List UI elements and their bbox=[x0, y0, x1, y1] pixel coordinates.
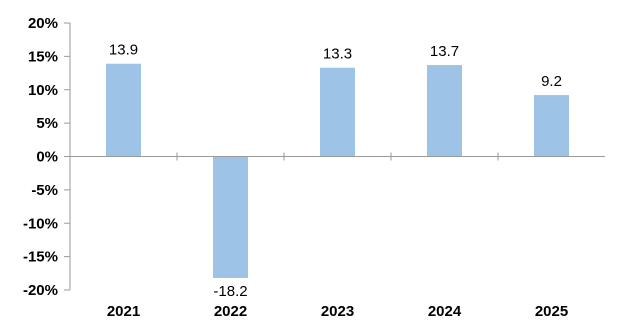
y-tick-label: -20% bbox=[23, 282, 58, 299]
y-tick-label: -10% bbox=[23, 215, 58, 232]
y-tick-label: 5% bbox=[36, 115, 58, 132]
data-label: 13.7 bbox=[430, 43, 459, 60]
data-labels: 13.9 -18.2 13.3 13.7 9.2 bbox=[109, 42, 562, 300]
category-labels: 2021 2022 2023 2024 2025 bbox=[107, 303, 568, 320]
y-tick-label: 0% bbox=[36, 149, 58, 166]
bar-2021 bbox=[106, 63, 141, 157]
x-category-label: 2021 bbox=[107, 303, 140, 320]
bar-2025 bbox=[534, 95, 569, 157]
data-label: 9.2 bbox=[541, 73, 562, 90]
y-tick-label: 20% bbox=[28, 15, 58, 32]
bar-2022 bbox=[213, 156, 248, 278]
data-label: 13.3 bbox=[323, 46, 352, 63]
y-tick-label: -5% bbox=[31, 182, 58, 199]
y-tick-label: -15% bbox=[23, 249, 58, 266]
x-category-label: 2025 bbox=[535, 303, 568, 320]
bars bbox=[106, 63, 569, 278]
y-axis: 20% 15% 10% 5% 0% -5% -10% -15% -20% bbox=[23, 15, 71, 299]
x-category-label: 2024 bbox=[428, 303, 462, 320]
data-label: -18.2 bbox=[213, 283, 247, 300]
y-tick-label: 15% bbox=[28, 48, 58, 65]
bar-2024 bbox=[427, 65, 462, 157]
x-axis bbox=[70, 152, 605, 161]
y-tick-label: 10% bbox=[28, 82, 58, 99]
x-category-label: 2023 bbox=[321, 303, 354, 320]
x-category-label: 2022 bbox=[214, 303, 247, 320]
bar-2023 bbox=[320, 67, 355, 157]
data-label: 13.9 bbox=[109, 42, 138, 59]
